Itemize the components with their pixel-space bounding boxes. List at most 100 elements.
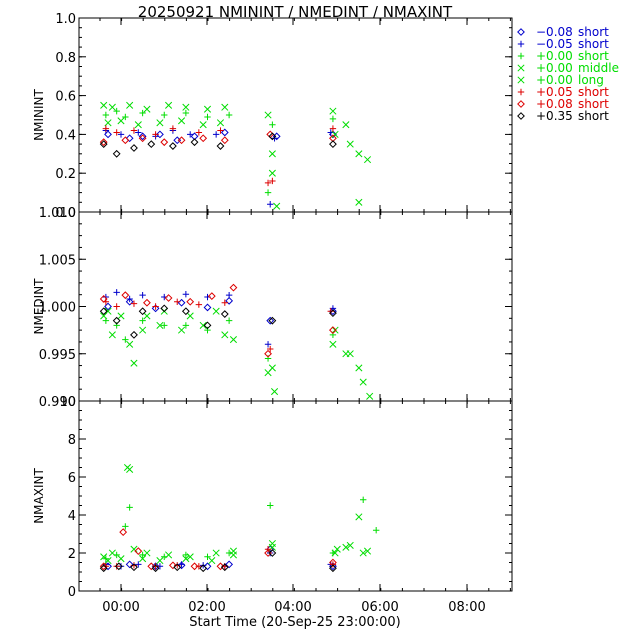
data-point [174, 298, 181, 305]
legend-offset: +0.08 [536, 97, 573, 111]
data-point [225, 560, 234, 569]
y-axis-label: NMININT [32, 88, 46, 140]
data-point [102, 563, 110, 570]
data-point [178, 561, 185, 568]
data-point [225, 291, 233, 299]
data-point [220, 310, 229, 318]
data-point [151, 304, 160, 313]
y-tick-label: 1.000 [39, 301, 76, 316]
data-point [266, 316, 275, 325]
data-point [225, 296, 234, 305]
data-point [135, 129, 142, 136]
data-point [269, 177, 276, 185]
data-point [267, 345, 274, 353]
data-point [268, 364, 276, 372]
legend-marker [517, 64, 525, 72]
data-point [134, 547, 143, 556]
data-point [203, 321, 212, 330]
data-point [104, 557, 112, 565]
data-point [125, 560, 134, 569]
y-tick-label: 1.010 [39, 206, 76, 221]
data-point [268, 132, 277, 141]
data-point [122, 113, 129, 121]
data-point [130, 545, 138, 553]
legend-type: middle [578, 61, 619, 75]
data-point [355, 513, 363, 521]
data-point [271, 135, 278, 142]
legend-type: short [578, 109, 609, 123]
data-point [216, 119, 225, 127]
y-tick-label: 0.2 [55, 167, 76, 182]
data-point [126, 340, 134, 348]
data-point [125, 297, 134, 306]
data-point [102, 125, 110, 132]
legend-entry: +0.35 short [517, 109, 609, 123]
data-point [363, 156, 372, 164]
data-point [359, 378, 367, 386]
data-point [355, 150, 363, 158]
plot-frame [78, 17, 513, 213]
legend-offset: +0.05 [536, 85, 573, 99]
data-point [99, 295, 108, 303]
data-point [130, 127, 138, 134]
data-point [267, 549, 274, 557]
panels: 0.0 0.2 0.4 0.6 0.8 1.0 NMININT 0.990 0.995 1.000… [32, 12, 513, 615]
data-point [186, 553, 194, 561]
data-point [186, 312, 194, 320]
data-point [331, 326, 339, 334]
x-tick-label: 06:00 [361, 600, 398, 615]
data-point [190, 562, 199, 571]
data-point [333, 545, 341, 553]
data-point [363, 547, 372, 555]
data-point [113, 289, 120, 296]
data-point [112, 149, 121, 158]
y-tick-label: 0.8 [55, 51, 76, 66]
data-point [119, 528, 128, 537]
legend-entry: +0.00 short [517, 49, 609, 63]
data-point [182, 555, 190, 563]
data-point [102, 111, 110, 119]
legend-offset: −0.08 [536, 25, 573, 39]
legend-entry: +0.00 middle [517, 61, 619, 75]
legend-offset: +0.35 [536, 109, 573, 123]
data-point [329, 564, 337, 573]
data-point [126, 504, 133, 511]
data-point [143, 549, 151, 557]
chart-title: 20250921 NMININT / NMEDINT / NMAXINT [138, 3, 453, 21]
data-point [329, 140, 337, 149]
data-point [99, 140, 108, 149]
data-point [268, 549, 277, 557]
data-point [264, 355, 272, 362]
data-point [264, 111, 272, 119]
panel-nmedint: 0.990 0.995 1.000 1.005 1.010 NMEDINT [32, 206, 513, 410]
data-point [147, 562, 156, 571]
data-point [161, 111, 168, 119]
data-point [139, 291, 146, 299]
data-point [186, 297, 195, 306]
legend-type: short [578, 97, 609, 111]
data-point [135, 561, 142, 568]
data-point [117, 312, 125, 320]
data-point [355, 198, 363, 206]
data-point [346, 140, 354, 148]
data-point [151, 564, 160, 573]
data-point [182, 322, 190, 329]
data-point [264, 189, 272, 196]
data-point [203, 303, 212, 312]
data-point [220, 136, 229, 145]
data-point [174, 562, 181, 569]
data-point [108, 549, 116, 557]
data-point [190, 138, 199, 147]
legend-entry: +0.00 long [517, 73, 604, 87]
data-point [113, 129, 120, 136]
data-point [117, 117, 125, 125]
data-point [130, 562, 138, 569]
data-point [173, 563, 182, 572]
data-point [199, 134, 208, 143]
data-point [104, 119, 112, 127]
data-point [220, 563, 229, 572]
data-point [173, 136, 182, 145]
data-point [113, 303, 120, 310]
legend-entry: +0.05 short [517, 85, 609, 99]
data-point [99, 307, 108, 316]
